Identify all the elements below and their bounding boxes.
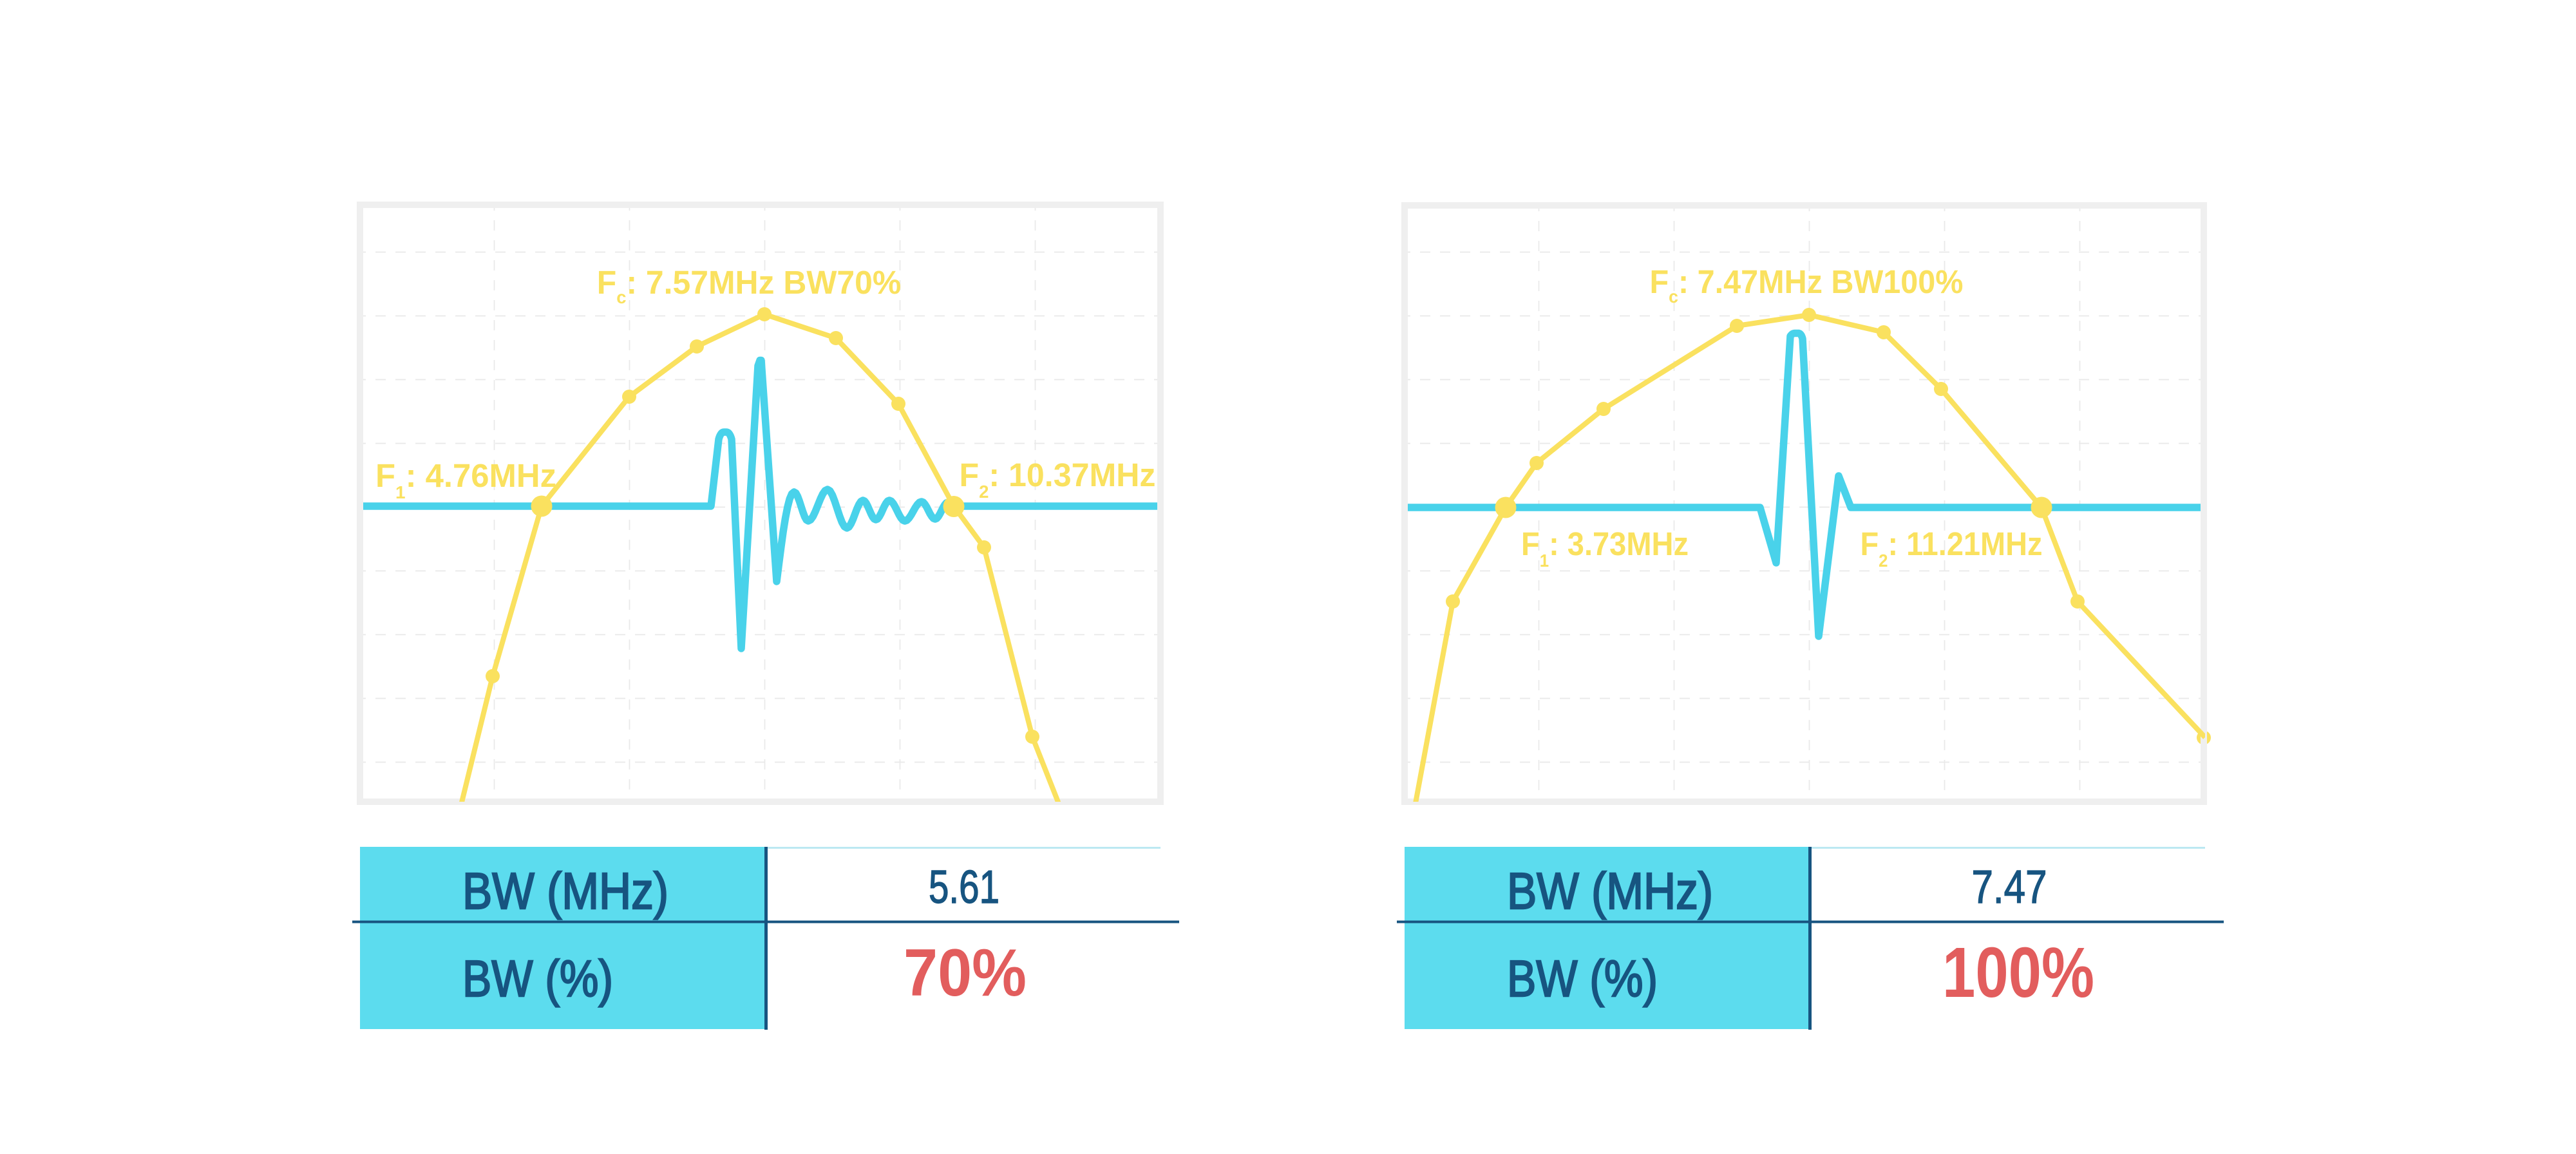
- svg-text:BW (%): BW (%): [462, 950, 613, 1007]
- svg-text:BW (%): BW (%): [1507, 950, 1658, 1007]
- svg-text:BW (MHz): BW (MHz): [1507, 862, 1713, 920]
- svg-text:Fc: 7.47MHz BW100%: Fc: 7.47MHz BW100%: [1650, 263, 1964, 307]
- svg-text:F1: 4.76MHz: F1: 4.76MHz: [375, 457, 556, 502]
- svg-text:5.61: 5.61: [929, 862, 999, 913]
- svg-text:100%: 100%: [1942, 933, 2094, 1012]
- svg-text:F2: 11.21MHz: F2: 11.21MHz: [1861, 525, 2043, 571]
- svg-text:BW (MHz): BW (MHz): [462, 862, 668, 920]
- svg-text:F1: 3.73MHz: F1: 3.73MHz: [1521, 525, 1689, 571]
- svg-text:F2: 10.37MHz: F2: 10.37MHz: [960, 457, 1156, 502]
- svg-text:7.47: 7.47: [1972, 862, 2047, 913]
- svg-text:70%: 70%: [904, 936, 1027, 1010]
- svg-text:Fc: 7.57MHz BW70%: Fc: 7.57MHz BW70%: [597, 264, 902, 307]
